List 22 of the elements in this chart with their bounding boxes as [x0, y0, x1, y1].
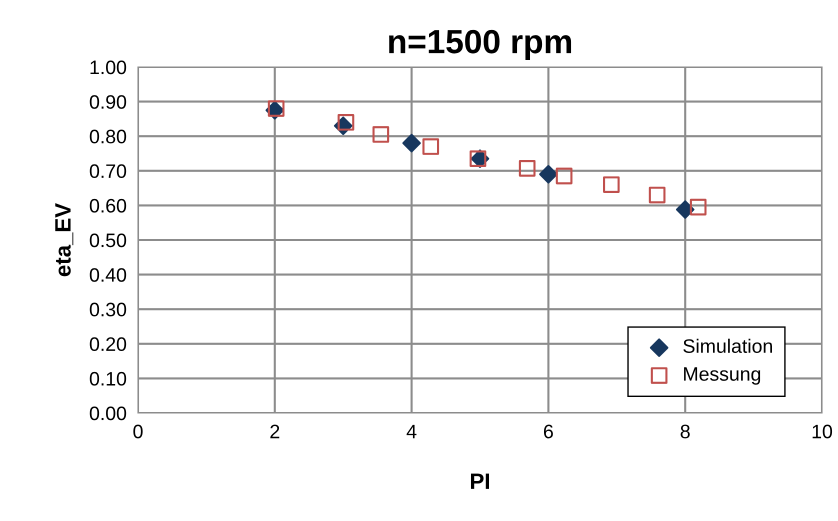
- y-tick-label: 0.50: [90, 233, 126, 248]
- x-axis-title: PI: [470, 474, 490, 489]
- y-tick-label: 0.70: [90, 164, 126, 178]
- y-tick-label: 0.20: [90, 337, 126, 352]
- y-tick-label: 0.40: [90, 268, 126, 282]
- y-tick-label: 0.10: [90, 372, 126, 386]
- y-tick-label: 0.30: [90, 302, 126, 316]
- y-tick-label: 0.90: [90, 95, 126, 109]
- chart-title: n=1500 rpm: [389, 30, 572, 60]
- x-tick-label: 2: [270, 424, 280, 438]
- legend-label: Messung: [684, 367, 760, 385]
- y-axis-title: eta_EV: [55, 203, 74, 276]
- x-tick-label: 0: [133, 424, 143, 438]
- x-tick-label: 6: [544, 424, 553, 438]
- x-tick-label: 8: [680, 424, 690, 438]
- y-tick-label: 1.00: [90, 60, 126, 74]
- x-tick-label: 4: [406, 424, 416, 438]
- y-tick-label: 0.00: [90, 406, 126, 420]
- legend-label: Simulation: [683, 338, 772, 353]
- y-tick-label: 0.80: [90, 130, 126, 144]
- x-tick-label: 10: [812, 424, 832, 438]
- y-tick-label: 0.60: [90, 198, 126, 213]
